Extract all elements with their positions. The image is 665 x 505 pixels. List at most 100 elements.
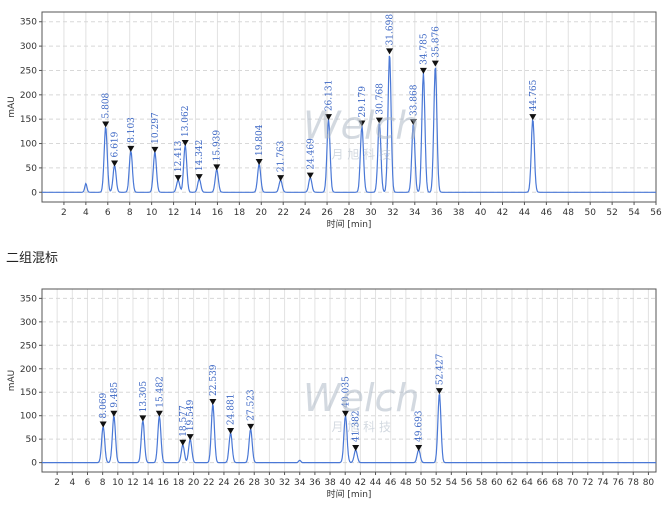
- y-tick-label: 150: [20, 388, 37, 398]
- peak-marker: [306, 172, 314, 179]
- y-tick-label: 300: [20, 318, 37, 328]
- peak-label: 27.523: [247, 389, 257, 421]
- peak-marker: [227, 428, 235, 435]
- peak-label: 44.765: [529, 79, 539, 111]
- y-tick-label: 100: [20, 412, 37, 422]
- peak-marker: [419, 67, 427, 74]
- chromatogram-2: 2 4 6 8 10 12 14 16 18 20 22 24 26 28 30 32 34 36 38 40 42 44…: [7, 288, 657, 500]
- peak-label: 35.876: [431, 26, 441, 58]
- peak-label: 12.413: [174, 140, 184, 172]
- x-tick-label: 22: [203, 478, 214, 488]
- peak-label: 15.482: [155, 376, 165, 408]
- x-tick-label: 30: [365, 208, 377, 218]
- x-tick-label: 48: [563, 208, 575, 218]
- x-tick-label: 26: [321, 208, 333, 218]
- x-tick-label: 56: [650, 208, 662, 218]
- x-tick-label: 22: [277, 208, 288, 218]
- x-tick-label: 16: [212, 208, 224, 218]
- peak-marker: [409, 119, 417, 126]
- x-tick-label: 58: [476, 478, 488, 488]
- peak-marker: [186, 434, 194, 441]
- y-tick-label: 350: [20, 294, 37, 304]
- x-tick-label: 28: [249, 478, 261, 488]
- peak-label: 40.035: [341, 376, 351, 408]
- x-tick-label: 50: [584, 208, 596, 218]
- peak-label: 6.619: [111, 131, 121, 157]
- peak-marker: [435, 388, 443, 395]
- x-tick-label: 24: [299, 208, 311, 218]
- x-tick-label: 18: [234, 208, 246, 218]
- peak-marker: [352, 444, 360, 451]
- x-tick-label: 32: [279, 478, 290, 488]
- y-tick-label: 200: [20, 91, 37, 101]
- x-tick-label: 42: [497, 208, 508, 218]
- peak-label: 41.382: [352, 410, 362, 442]
- y-tick-label: 50: [26, 435, 38, 445]
- peak-label: 10.297: [151, 112, 161, 144]
- peak-label: 18.577: [179, 405, 189, 437]
- peak-marker: [209, 398, 217, 405]
- x-tick-label: 4: [69, 478, 75, 488]
- x-tick-label: 40: [339, 478, 351, 488]
- x-tick-label: 2: [61, 208, 67, 218]
- peak-marker: [415, 444, 423, 451]
- x-tick-label: 42: [355, 478, 366, 488]
- peak-label: 26.131: [325, 80, 335, 112]
- watermark-logo: Welch: [303, 104, 420, 148]
- peak-marker: [529, 114, 537, 121]
- x-tick-label: 8: [100, 478, 106, 488]
- peak-marker: [325, 114, 333, 121]
- peak-label: 34.785: [419, 33, 429, 65]
- peak-label: 24.469: [306, 138, 316, 170]
- x-tick-label: 36: [309, 478, 321, 488]
- peak-label: 21.763: [277, 140, 287, 172]
- x-tick-label: 30: [264, 478, 276, 488]
- x-tick-label: 38: [324, 478, 336, 488]
- watermark-logo: Welch: [303, 376, 420, 420]
- peak-marker: [277, 175, 285, 182]
- x-tick-label: 34: [294, 478, 306, 488]
- peak-marker: [213, 164, 221, 171]
- peak-marker: [127, 145, 135, 152]
- x-tick-label: 50: [415, 478, 427, 488]
- x-axis-label: 时间 [min]: [327, 488, 372, 500]
- peak-label: 31.698: [386, 14, 396, 46]
- plot-frame: [41, 288, 657, 473]
- peak-marker: [174, 175, 182, 182]
- x-tick-label: 62: [506, 478, 517, 488]
- x-tick-label: 46: [385, 478, 397, 488]
- y-tick-label: 350: [20, 18, 37, 28]
- x-tick-label: 38: [453, 208, 465, 218]
- peak-label: 8.103: [127, 117, 137, 143]
- x-tick-label: 48: [400, 478, 412, 488]
- y-tick-label: 150: [20, 115, 37, 125]
- x-tick-label: 66: [537, 478, 549, 488]
- x-axis-label: 时间 [min]: [327, 218, 372, 230]
- peak-marker: [102, 121, 110, 128]
- peak-marker: [151, 146, 159, 153]
- section-title: 二组混标: [6, 251, 59, 266]
- peak-marker: [179, 439, 187, 446]
- x-tick-label: 74: [597, 478, 609, 488]
- x-tick-label: 24: [218, 478, 230, 488]
- x-tick-label: 44: [370, 478, 382, 488]
- x-tick-label: 4: [83, 208, 89, 218]
- y-tick-label: 200: [20, 365, 37, 375]
- x-tick-label: 6: [105, 208, 111, 218]
- x-tick-label: 68: [552, 478, 564, 488]
- x-tick-label: 14: [190, 208, 202, 218]
- peak-label: 13.305: [139, 381, 149, 413]
- peak-marker: [358, 120, 366, 127]
- x-tick-label: 44: [519, 208, 531, 218]
- x-tick-label: 20: [256, 208, 268, 218]
- peak-label: 13.062: [181, 106, 191, 138]
- peak-marker: [431, 60, 439, 67]
- x-tick-label: 46: [541, 208, 553, 218]
- peak-label: 24.881: [227, 394, 237, 426]
- peak-label: 52.427: [435, 353, 445, 385]
- x-tick-label: 20: [188, 478, 200, 488]
- peak-marker: [139, 415, 147, 422]
- x-tick-label: 54: [446, 478, 458, 488]
- peak-label: 30.768: [375, 83, 385, 115]
- x-tick-label: 26: [233, 478, 245, 488]
